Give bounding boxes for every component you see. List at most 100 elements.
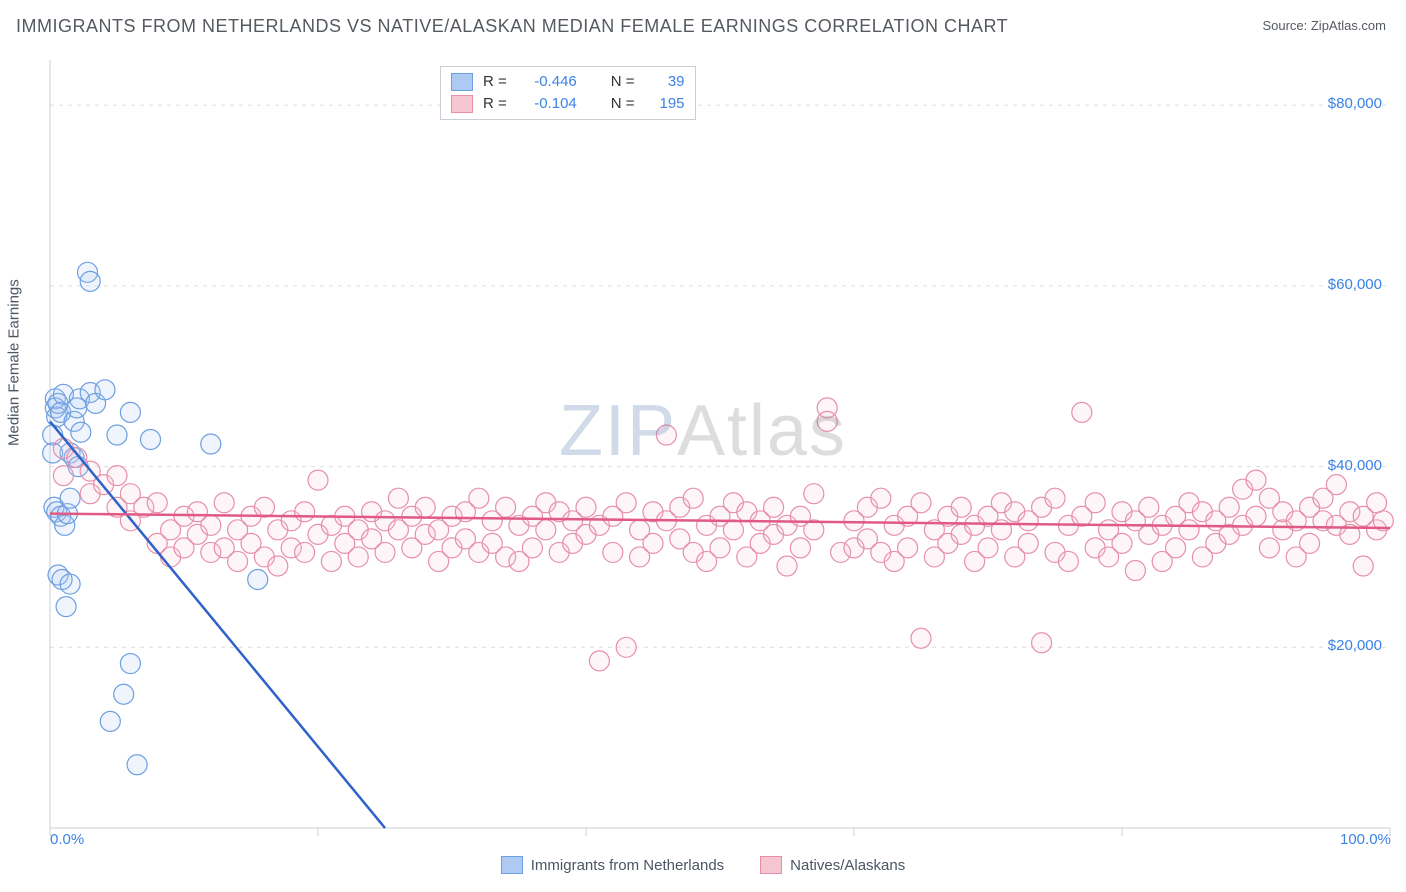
data-point: [589, 651, 609, 671]
data-point: [201, 434, 221, 454]
data-point: [120, 402, 140, 422]
data-point: [228, 551, 248, 571]
legend-row: R =-0.446N =39: [451, 71, 685, 93]
chart-container: IMMIGRANTS FROM NETHERLANDS VS NATIVE/AL…: [0, 0, 1406, 892]
data-point: [978, 538, 998, 558]
data-point: [871, 488, 891, 508]
data-point: [100, 711, 120, 731]
data-point: [295, 502, 315, 522]
data-point: [522, 538, 542, 558]
series-legend: Immigrants from Netherlands Natives/Alask…: [0, 856, 1406, 878]
data-point: [1246, 470, 1266, 490]
data-point: [616, 637, 636, 657]
data-point: [120, 654, 140, 674]
data-point: [127, 755, 147, 775]
data-point: [254, 497, 274, 517]
scatter-plot-svg: [0, 0, 1406, 892]
legend-r-value: -0.104: [517, 93, 577, 115]
legend-r-label: R =: [483, 93, 507, 115]
data-point: [388, 488, 408, 508]
data-point: [790, 538, 810, 558]
legend-n-label: N =: [611, 93, 635, 115]
correlation-legend: R = -0.446 N = 39R = -0.104 N = 195: [440, 66, 696, 120]
legend-swatch: [451, 73, 473, 91]
series-legend-label: Natives/Alaskans: [790, 857, 905, 874]
data-point: [710, 538, 730, 558]
data-point: [951, 497, 971, 517]
legend-swatch: [501, 856, 523, 874]
source-name: ZipAtlas.com: [1311, 18, 1386, 33]
data-point: [777, 556, 797, 576]
data-point: [817, 411, 837, 431]
source-prefix: Source:: [1262, 18, 1310, 33]
data-point: [469, 488, 489, 508]
legend-n-value: 39: [645, 71, 685, 93]
data-point: [1353, 556, 1373, 576]
data-point: [1166, 538, 1186, 558]
legend-swatch: [760, 856, 782, 874]
data-point: [496, 497, 516, 517]
series-legend-item: Natives/Alaskans: [760, 856, 905, 874]
data-point: [201, 515, 221, 535]
data-point: [248, 570, 268, 590]
data-point: [1045, 488, 1065, 508]
data-point: [1300, 533, 1320, 553]
data-point: [1219, 497, 1239, 517]
data-point: [415, 497, 435, 517]
legend-n-value: 195: [645, 93, 685, 115]
x-tick-label: 100.0%: [1340, 831, 1390, 848]
data-point: [1179, 520, 1199, 540]
data-point: [268, 556, 288, 576]
y-tick-label: $20,000: [1328, 637, 1382, 654]
data-point: [308, 470, 328, 490]
y-axis-label: Median Female Earnings: [6, 279, 23, 446]
data-point: [53, 466, 73, 486]
data-point: [1246, 506, 1266, 526]
trend-line: [50, 421, 385, 828]
legend-r-value: -0.446: [517, 71, 577, 93]
data-point: [56, 597, 76, 617]
chart-title: IMMIGRANTS FROM NETHERLANDS VS NATIVE/AL…: [16, 16, 1008, 37]
data-point: [375, 542, 395, 562]
data-point: [764, 497, 784, 517]
data-point: [321, 551, 341, 571]
y-tick-label: $60,000: [1328, 276, 1382, 293]
data-point: [1018, 533, 1038, 553]
data-point: [1112, 533, 1132, 553]
data-point: [1032, 633, 1052, 653]
data-point: [616, 493, 636, 513]
data-point: [295, 542, 315, 562]
data-point: [1072, 402, 1092, 422]
data-point: [576, 497, 596, 517]
data-point: [60, 488, 80, 508]
legend-row: R = -0.104 N = 195: [451, 93, 685, 115]
data-point: [80, 271, 100, 291]
y-tick-label: $40,000: [1328, 457, 1382, 474]
data-point: [656, 425, 676, 445]
data-point: [911, 493, 931, 513]
data-point: [898, 538, 918, 558]
legend-r-label: R =: [483, 71, 507, 93]
data-point: [1125, 560, 1145, 580]
data-point: [1085, 493, 1105, 513]
data-point: [1367, 493, 1387, 513]
source-attribution: Source: ZipAtlas.com: [1262, 18, 1386, 33]
data-point: [71, 422, 91, 442]
data-point: [1259, 538, 1279, 558]
data-point: [147, 493, 167, 513]
series-legend-item: Immigrants from Netherlands: [501, 856, 724, 874]
data-point: [1326, 475, 1346, 495]
data-point: [804, 484, 824, 504]
series-legend-label: Immigrants from Netherlands: [531, 857, 724, 874]
data-point: [107, 466, 127, 486]
legend-swatch: [451, 95, 473, 113]
data-point: [683, 488, 703, 508]
data-point: [1058, 551, 1078, 571]
data-point: [214, 493, 234, 513]
data-point: [643, 533, 663, 553]
data-point: [141, 429, 161, 449]
data-point: [723, 520, 743, 540]
data-point: [95, 380, 115, 400]
data-point: [348, 547, 368, 567]
data-point: [114, 684, 134, 704]
